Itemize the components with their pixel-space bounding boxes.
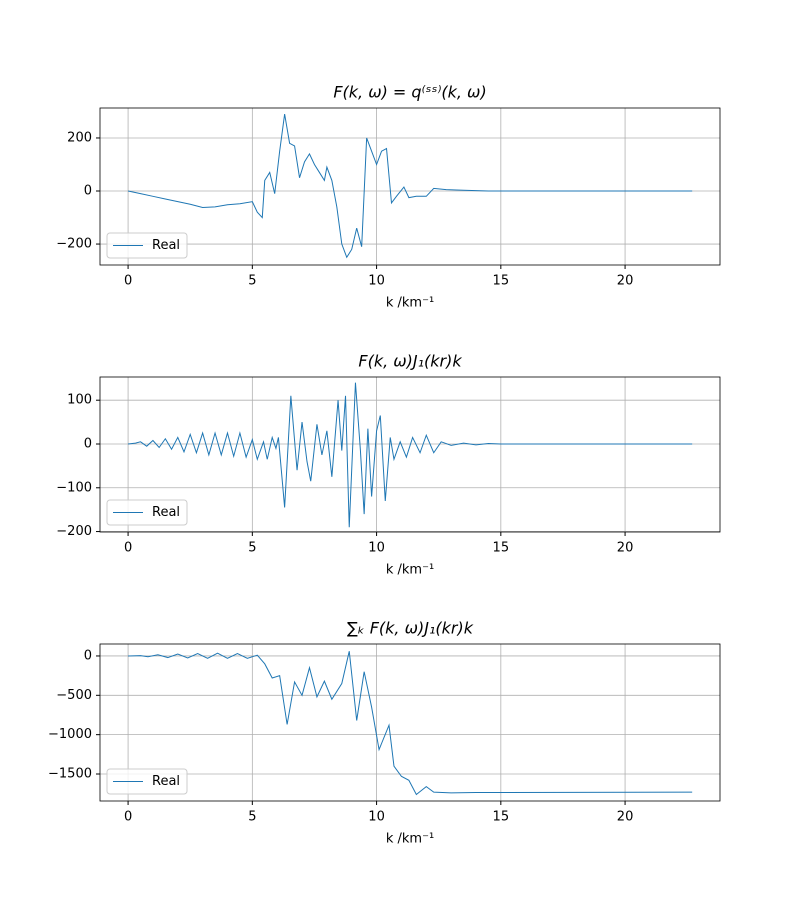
x-tick-label: 0 — [124, 274, 132, 289]
x-tick-label: 10 — [368, 541, 385, 556]
x-tick-label: 20 — [617, 274, 634, 289]
y-tick-label: −1500 — [48, 767, 92, 782]
x-tick-label: 10 — [368, 810, 385, 825]
x-tick-label: 20 — [617, 541, 634, 556]
y-tick-label: −200 — [56, 237, 92, 252]
legend-box — [106, 232, 188, 259]
y-tick-label: 200 — [67, 130, 92, 145]
plot-area — [128, 651, 693, 796]
legend-box — [106, 499, 188, 526]
axes-frame — [99, 643, 721, 802]
chart-title: F(k, ω)J₁(kr)k — [358, 352, 462, 371]
x-tick-label: 0 — [124, 541, 132, 556]
y-tick-label: −100 — [56, 480, 92, 495]
y-tick-label: 0 — [84, 184, 92, 199]
x-tick-label: 15 — [493, 274, 510, 289]
chart-title: ∑ₖ F(k, ω)J₁(kr)k — [347, 619, 474, 638]
plot-area — [128, 382, 693, 528]
x-tick-label: 10 — [368, 274, 385, 289]
x-axis-label: k /km⁻¹ — [386, 296, 434, 311]
legend-box — [106, 768, 188, 795]
y-tick-label: 100 — [67, 393, 92, 408]
x-axis-label: k /km⁻¹ — [386, 563, 434, 578]
x-tick-label: 15 — [493, 810, 510, 825]
x-tick-label: 5 — [248, 810, 256, 825]
legend-label: Real — [152, 505, 180, 520]
plot-area — [127, 114, 693, 259]
y-tick-label: 0 — [84, 648, 92, 663]
axes-frame — [99, 107, 721, 266]
axes-frame — [99, 376, 721, 533]
legend-label: Real — [152, 238, 180, 253]
data-line — [127, 114, 693, 259]
y-tick-label: 0 — [84, 436, 92, 451]
y-tick-label: −500 — [56, 688, 92, 703]
y-tick-label: −200 — [56, 524, 92, 539]
x-tick-label: 0 — [124, 810, 132, 825]
data-line — [128, 382, 693, 528]
y-tick-label: −1000 — [48, 727, 92, 742]
x-tick-label: 15 — [493, 541, 510, 556]
x-axis-label: k /km⁻¹ — [386, 832, 434, 847]
data-line — [128, 651, 693, 796]
legend-label: Real — [152, 774, 180, 789]
x-tick-label: 5 — [248, 274, 256, 289]
chart-title: F(k, ω) = q⁽ˢˢ⁾(k, ω) — [333, 83, 486, 102]
x-tick-label: 20 — [617, 810, 634, 825]
x-tick-label: 5 — [248, 541, 256, 556]
